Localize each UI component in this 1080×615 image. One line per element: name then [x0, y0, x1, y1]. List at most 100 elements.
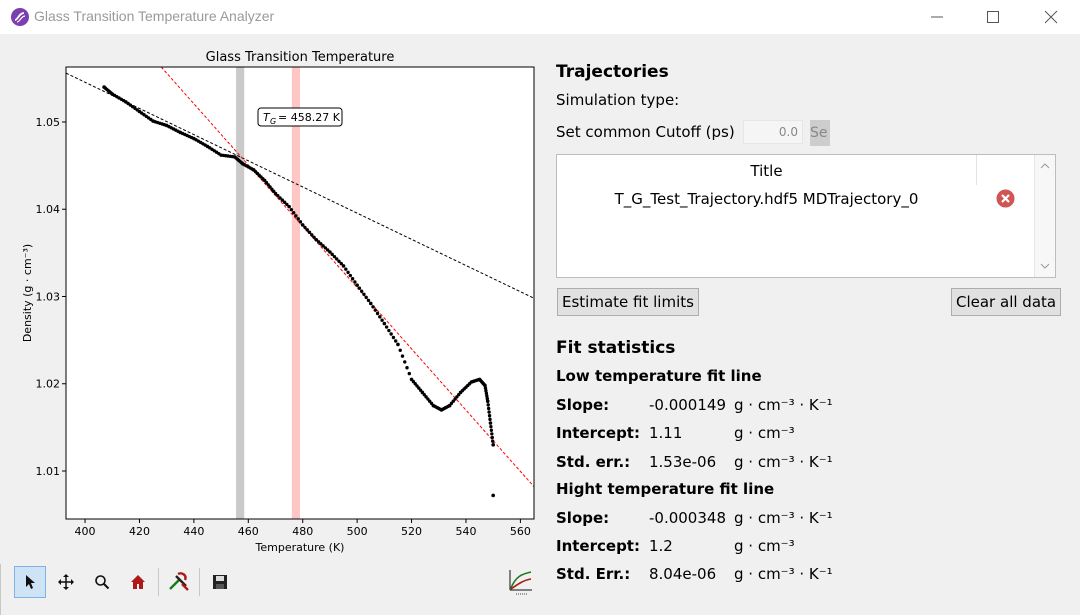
data-point — [488, 421, 493, 425]
high-slope-label: Slope: — [556, 509, 610, 527]
x-tick-label: 500 — [347, 525, 368, 538]
data-point — [491, 493, 495, 498]
table-scrollbar[interactable] — [1034, 155, 1055, 277]
toolbar-separator — [199, 568, 200, 596]
y-tick-label: 1.01 — [36, 465, 61, 478]
data-point — [328, 250, 332, 254]
data-point — [396, 342, 400, 347]
x-tick-label: 460 — [238, 525, 259, 538]
data-point — [387, 328, 391, 333]
fit-line-low — [65, 72, 535, 299]
data-point — [378, 315, 382, 319]
configure-subplots-icon — [169, 572, 189, 591]
data-point — [350, 277, 355, 281]
data-point — [323, 246, 328, 250]
save-button[interactable] — [204, 566, 236, 598]
scroll-down-icon[interactable] — [1040, 261, 1050, 271]
x-tick-label: 520 — [401, 525, 422, 538]
data-point — [382, 321, 387, 326]
tg-annotation-subscript: G — [270, 117, 276, 126]
data-point — [400, 354, 405, 358]
low-slope-label: Slope: — [556, 396, 610, 414]
scroll-up-icon[interactable] — [1040, 161, 1050, 171]
data-point — [380, 318, 384, 322]
save-icon — [213, 575, 227, 589]
pointer-button[interactable] — [14, 566, 46, 598]
low-temp-fit-heading: Low temperature fit line — [556, 367, 762, 385]
cutoff-label: Set common Cutoff (ps) — [556, 123, 735, 141]
data-point — [391, 335, 396, 340]
table-row[interactable]: T_G_Test_Trajectory.hdf5 MDTrajectory_0 — [614, 190, 919, 208]
vband — [236, 67, 245, 519]
data-point — [346, 270, 350, 275]
pan-icon — [58, 574, 74, 590]
simulation-type-label: Simulation type: — [556, 91, 680, 109]
data-point — [282, 200, 287, 204]
data-point — [291, 211, 296, 215]
tg-annotation: T G = 458.27 K — [257, 107, 343, 127]
minimize-button[interactable] — [908, 0, 966, 34]
data-point — [491, 439, 495, 443]
pan-button[interactable] — [50, 566, 82, 598]
data-point — [375, 311, 380, 316]
data-point — [384, 325, 389, 329]
data-point — [364, 295, 368, 300]
low-slope-value: -0.000149 — [649, 396, 726, 414]
data-point — [488, 417, 492, 422]
data-point — [486, 403, 490, 407]
tg-annotation-symbol: T — [263, 111, 271, 124]
chart-title: Glass Transition Temperature — [206, 50, 395, 65]
x-tick-label: 480 — [292, 525, 313, 538]
data-point — [280, 198, 285, 202]
set-cutoff-button[interactable]: Se — [810, 120, 830, 146]
data-point — [294, 214, 298, 218]
data-point — [373, 308, 377, 312]
data-point — [371, 305, 375, 309]
configure-subplots-button[interactable] — [163, 566, 195, 598]
glass-transition-chart: Glass Transition Temperature 400 420 440 46… — [21, 50, 535, 554]
clear-all-data-button[interactable]: Clear all data — [951, 288, 1062, 316]
trajectory-table: Title T_G_Test_Trajectory.hdf5 MDTraject… — [556, 154, 1056, 278]
plot-canvas[interactable]: Glass Transition Temperature 400 420 440 46… — [0, 34, 545, 564]
data-point — [307, 230, 312, 235]
data-point — [341, 264, 346, 268]
high-intercept-label: Intercept: — [556, 537, 640, 555]
x-axis-label: Temperature (K) — [255, 541, 345, 554]
low-stderr-value: 1.53e-06 — [649, 453, 717, 471]
data-point — [483, 386, 488, 390]
cutoff-input[interactable]: 0.0 — [743, 120, 803, 144]
data-point — [278, 196, 282, 200]
window-title: Glass Transition Temperature Analyzer — [34, 8, 275, 24]
x-tick-label: 560 — [510, 525, 531, 538]
minimize-icon — [931, 16, 943, 18]
data-point — [487, 410, 491, 414]
fit-line-high — [160, 66, 535, 488]
data-point — [485, 396, 489, 401]
home-button[interactable] — [122, 566, 154, 598]
low-stderr-unit: g · cm⁻³ · K⁻¹ — [734, 453, 833, 471]
data-point — [298, 220, 303, 224]
data-point — [491, 443, 495, 447]
data-point — [296, 217, 300, 221]
tg-annotation-text: = 458.27 K — [278, 111, 341, 124]
y-axis-label: Density (g · cm⁻³) — [21, 244, 34, 342]
data-point — [353, 280, 357, 284]
close-button[interactable] — [1022, 0, 1080, 34]
low-stderr-label: Std. err.: — [556, 453, 631, 471]
high-intercept-value: 1.2 — [649, 537, 673, 555]
figure-options-button[interactable] — [506, 566, 536, 598]
data-point — [287, 204, 291, 209]
data-point — [487, 414, 492, 418]
maximize-button[interactable] — [964, 0, 1022, 34]
estimate-fit-limits-button[interactable]: Estimate fit limits — [557, 288, 699, 316]
data-point — [485, 394, 489, 398]
zoom-icon — [95, 575, 110, 590]
remove-trajectory-icon[interactable] — [996, 189, 1015, 208]
home-icon — [131, 575, 145, 589]
zoom-button[interactable] — [86, 566, 118, 598]
data-point — [305, 228, 309, 232]
table-header-title[interactable]: Title — [557, 155, 977, 185]
data-point — [484, 389, 488, 393]
data-point — [325, 248, 330, 252]
table-header-actions — [976, 155, 1034, 185]
